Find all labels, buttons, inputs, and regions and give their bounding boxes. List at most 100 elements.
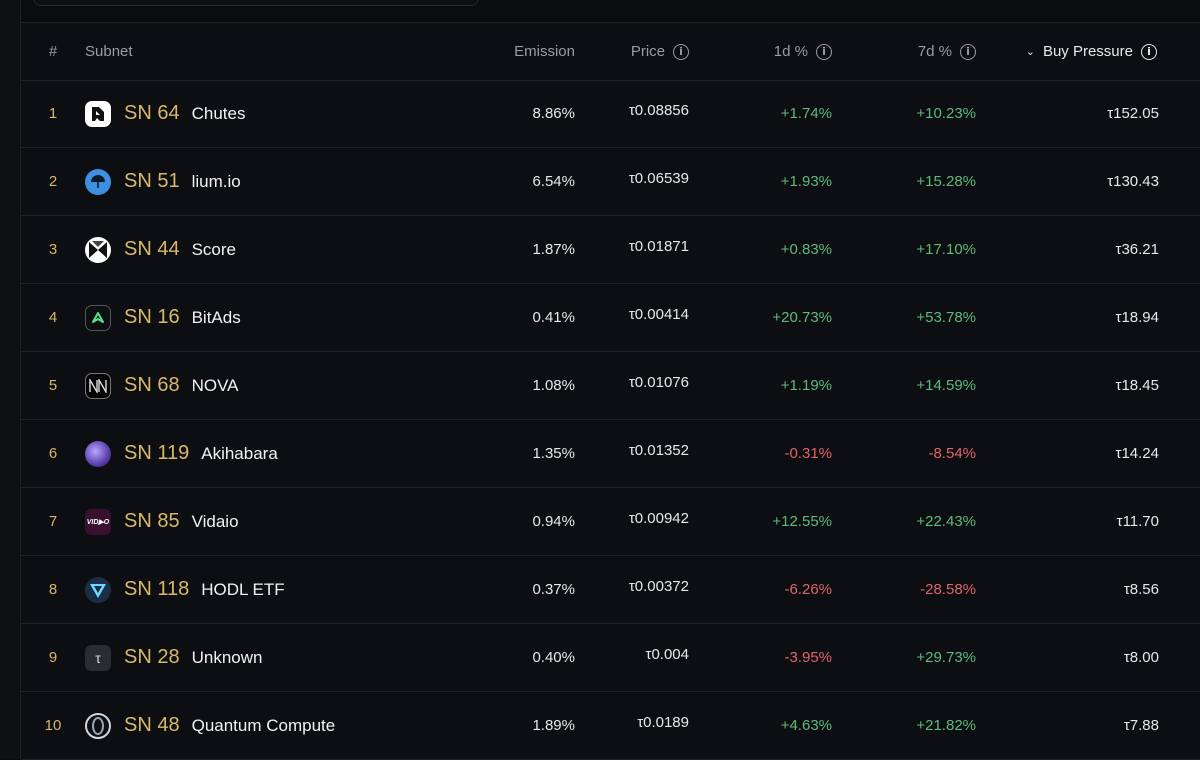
change-1d-cell: +1.74% [780, 105, 832, 122]
info-icon[interactable]: i [673, 43, 689, 60]
header-subnet[interactable]: Subnet [85, 43, 133, 60]
rank-cell: 9 [48, 649, 58, 666]
price-cell: τ0.08856 [628, 102, 689, 119]
table-row[interactable]: 3 SN 44 Score 1.87% τ0.01871 +0.83% +17.… [21, 216, 1200, 284]
info-icon[interactable]: i [1141, 43, 1157, 60]
chutes-logo-icon [85, 101, 111, 127]
subnet-name: NOVA [191, 375, 239, 395]
subnet-cell[interactable]: SN 119 Akihabara [124, 420, 434, 487]
buy-pressure-cell: τ8.00 [1123, 649, 1159, 666]
rank-cell: 2 [48, 173, 58, 190]
subnet-cell[interactable]: SN 68 NOVA [124, 352, 434, 419]
subnet-name: Quantum Compute [191, 715, 336, 735]
header-price-label: Price [630, 43, 665, 60]
change-1d-cell: +4.63% [780, 717, 832, 734]
info-icon[interactable]: i [816, 43, 832, 60]
score-logo-icon [85, 237, 111, 263]
price-cell: τ0.00414 [628, 306, 689, 323]
subnet-id: SN 16 [124, 306, 180, 328]
table-row[interactable]: 4 SN 16 BitAds 0.41% τ0.00414 +20.73% +5… [21, 284, 1200, 352]
subnet-cell[interactable]: SN 85 Vidaio [124, 488, 434, 555]
price-cell: τ0.01352 [628, 442, 689, 459]
header-emission[interactable]: Emission [514, 43, 575, 60]
buy-pressure-cell: τ18.45 [1115, 377, 1159, 394]
rank-cell: 6 [48, 445, 58, 462]
buy-pressure-cell: τ18.94 [1115, 309, 1159, 326]
rank-cell: 1 [48, 105, 58, 122]
subnet-cell[interactable]: SN 28 Unknown [124, 624, 434, 691]
tau-logo-icon: τ [85, 645, 111, 671]
change-7d-cell: +21.82% [916, 717, 976, 734]
header-1d[interactable]: 1d % i [701, 23, 832, 80]
rank-cell: 8 [48, 581, 58, 598]
change-7d-cell: +29.73% [916, 649, 976, 666]
subnet-id: SN 64 [124, 102, 180, 124]
header-7d-label: 7d % [917, 43, 952, 60]
change-1d-cell: +20.73% [772, 309, 832, 326]
subnet-cell[interactable]: SN 16 BitAds [124, 284, 434, 351]
chevron-down-icon: ⌄ [1025, 45, 1035, 58]
buy-pressure-cell: τ152.05 [1107, 105, 1159, 122]
subnet-cell[interactable]: SN 51 lium.io [124, 148, 434, 215]
change-1d-cell: +0.83% [780, 241, 832, 258]
emission-cell: 0.94% [532, 513, 575, 530]
table-row[interactable]: 2 SN 51 lium.io 6.54% τ0.06539 +1.93% +1… [21, 148, 1200, 216]
buy-pressure-cell: τ130.43 [1107, 173, 1159, 190]
table-row[interactable]: 5 SN 68 NOVA 1.08% τ0.01076 +1.19% +14.5… [21, 352, 1200, 420]
emission-cell: 1.89% [532, 717, 575, 734]
subnet-name: BitAds [191, 307, 241, 327]
price-cell: τ0.01871 [628, 238, 689, 255]
header-buy-pressure[interactable]: ⌄ Buy Pressure i [981, 23, 1157, 80]
change-7d-cell: +10.23% [916, 105, 976, 122]
emission-cell: 6.54% [532, 173, 575, 190]
subnet-id: SN 85 [124, 510, 180, 532]
subnet-id: SN 51 [124, 170, 180, 192]
price-cell: τ0.01076 [628, 374, 689, 391]
buy-pressure-cell: τ14.24 [1115, 445, 1159, 462]
change-7d-cell: +22.43% [916, 513, 976, 530]
info-icon[interactable]: i [960, 43, 976, 60]
emission-cell: 1.35% [532, 445, 575, 462]
hodl-logo-icon [85, 577, 111, 603]
subnet-cell[interactable]: SN 44 Score [124, 216, 434, 283]
buy-pressure-cell: τ8.56 [1123, 581, 1159, 598]
change-7d-cell: +17.10% [916, 241, 976, 258]
price-cell: τ0.06539 [628, 170, 689, 187]
header-price[interactable]: Price i [581, 23, 689, 80]
change-1d-cell: -6.26% [784, 581, 832, 598]
table-row[interactable]: 9 τ SN 28 Unknown 0.40% τ0.004 -3.95% +2… [21, 624, 1200, 692]
table-row[interactable]: 10 SN 48 Quantum Compute 1.89% τ0.0189 +… [21, 692, 1200, 760]
search-input[interactable] [33, 0, 479, 6]
change-1d-cell: -0.31% [784, 445, 832, 462]
subnet-name: Score [191, 239, 237, 259]
lium-logo-icon [85, 169, 111, 195]
rank-cell: 5 [48, 377, 58, 394]
subnet-id: SN 68 [124, 374, 180, 396]
subnet-id: SN 118 [124, 578, 190, 600]
price-cell: τ0.00942 [628, 510, 689, 527]
subnet-name: Akihabara [201, 443, 278, 463]
price-cell: τ0.0189 [637, 714, 689, 731]
change-7d-cell: +15.28% [916, 173, 976, 190]
quantum-logo-icon [85, 713, 111, 739]
subnet-cell[interactable]: SN 118 HODL ETF [124, 556, 434, 623]
table-row[interactable]: 8 SN 118 HODL ETF 0.37% τ0.00372 -6.26% … [21, 556, 1200, 624]
subnet-name: Chutes [191, 103, 246, 123]
subnet-id: SN 48 [124, 714, 180, 736]
subnet-id: SN 119 [124, 442, 190, 464]
subnet-name: HODL ETF [201, 579, 285, 599]
rank-cell: 10 [44, 717, 62, 734]
change-7d-cell: -28.58% [920, 581, 976, 598]
table-row[interactable]: 7 VID▶O SN 85 Vidaio 0.94% τ0.00942 +12.… [21, 488, 1200, 556]
table-row[interactable]: 1 SN 64 Chutes 8.86% τ0.08856 +1.74% +10… [21, 80, 1200, 148]
subnet-cell[interactable]: SN 64 Chutes [124, 80, 434, 147]
header-7d[interactable]: 7d % i [841, 23, 976, 80]
table-row[interactable]: 6 SN 119 Akihabara 1.35% τ0.01352 -0.31%… [21, 420, 1200, 488]
rank-cell: 3 [48, 241, 58, 258]
subnet-cell[interactable]: SN 48 Quantum Compute [124, 692, 434, 759]
change-1d-cell: +1.93% [780, 173, 832, 190]
subnets-table: # Subnet Emission Price i 1d % i 7d % i … [21, 22, 1200, 760]
rank-cell: 7 [48, 513, 58, 530]
emission-cell: 8.86% [532, 105, 575, 122]
emission-cell: 0.40% [532, 649, 575, 666]
